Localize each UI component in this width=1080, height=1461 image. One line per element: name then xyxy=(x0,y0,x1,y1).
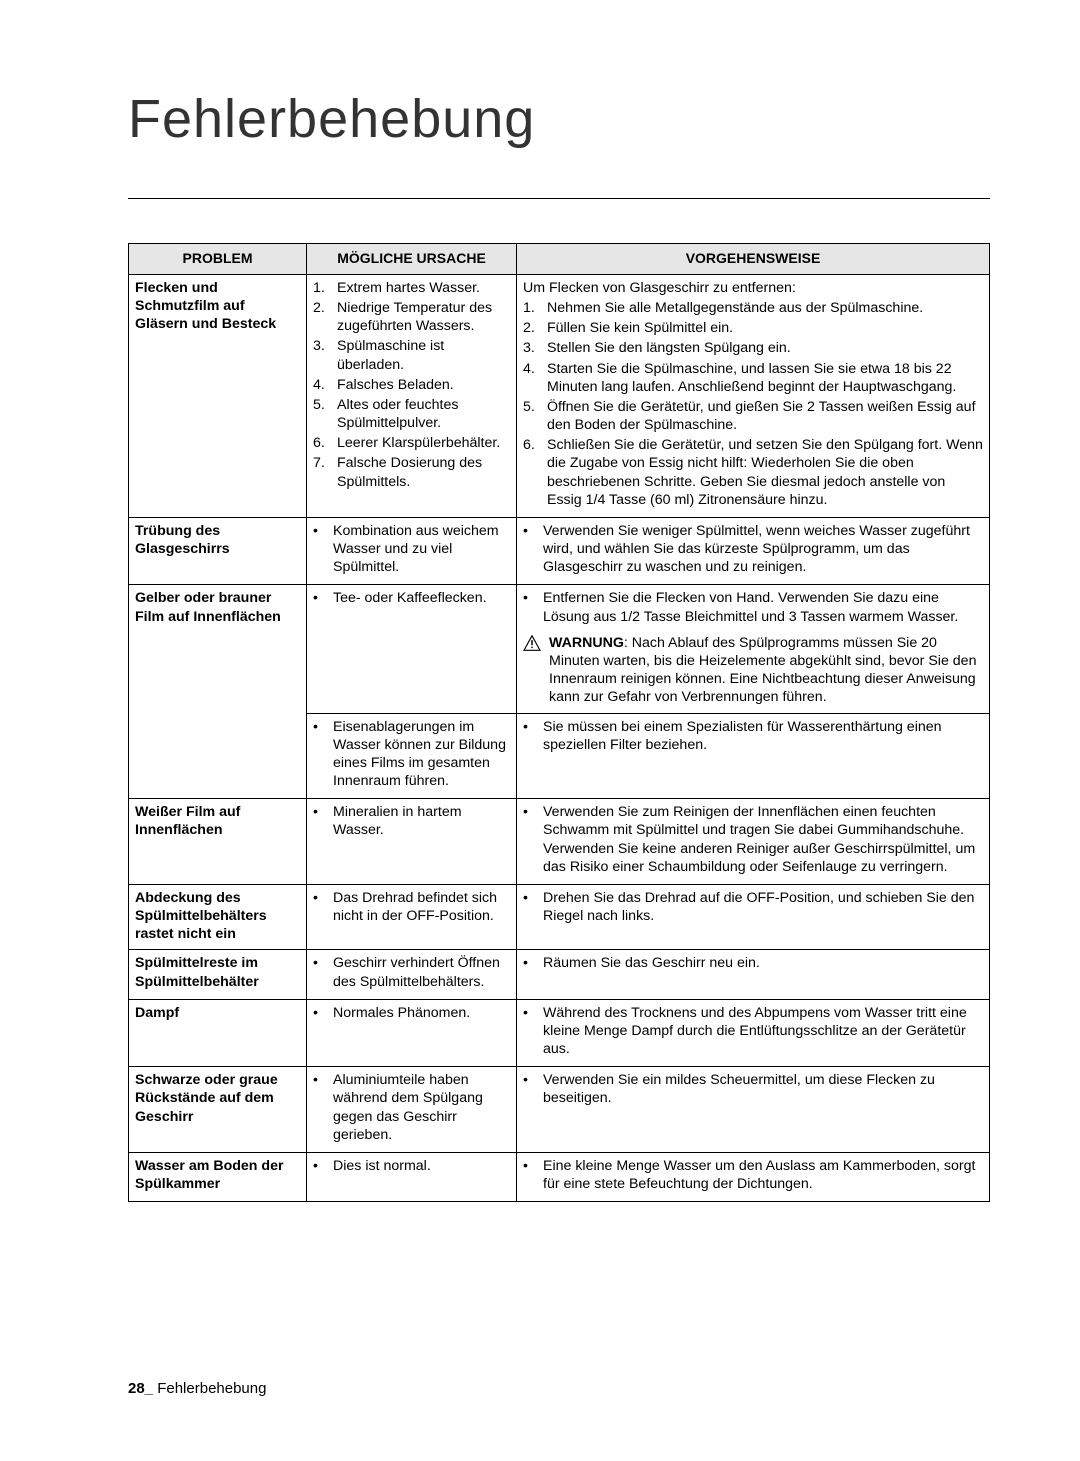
cause-cell: •Aluminiumteile haben während dem Spülga… xyxy=(307,1067,517,1153)
action-item: Verwenden Sie ein mildes Scheuermittel, … xyxy=(543,1071,983,1107)
action-cell: •Verwenden Sie weniger Spülmittel, wenn … xyxy=(517,517,990,585)
action-item: Verwenden Sie weniger Spülmittel, wenn w… xyxy=(543,522,983,577)
problem-cell: Wasser am Boden der Spülkammer xyxy=(129,1152,307,1201)
problem-cell: Gelber oder brauner Film auf Innenfläche… xyxy=(129,585,307,799)
action-item: Nehmen Sie alle Metallgegenstände aus de… xyxy=(547,299,923,317)
table-row: Dampf •Normales Phänomen. •Während des T… xyxy=(129,999,990,1067)
action-cell: •Verwenden Sie ein mildes Scheuermittel,… xyxy=(517,1067,990,1153)
page-title: Fehlerbehebung xyxy=(128,88,535,154)
action-cell: •Drehen Sie das Drehrad auf die OFF-Posi… xyxy=(517,884,990,950)
table-row: Gelber oder brauner Film auf Innenfläche… xyxy=(129,585,990,713)
col-header-cause: MÖGLICHE URSACHE xyxy=(307,244,517,275)
page-footer: 28_ Fehlerbehebung xyxy=(128,1380,266,1397)
action-cell: •Während des Trocknens und des Abpumpens… xyxy=(517,999,990,1067)
table-row: Trübung des Glasgeschirrs •Kombination a… xyxy=(129,517,990,585)
cause-item: Leerer Klarspülerbehälter. xyxy=(337,434,500,452)
action-item: Schließen Sie die Gerätetür, und setzen … xyxy=(547,436,983,509)
table-row: Abdeckung des Spülmittelbehälters rastet… xyxy=(129,884,990,950)
cause-item: Eisenablagerungen im Wasser können zur B… xyxy=(333,718,510,791)
cause-item: Altes oder feuchtes Spülmittelpulver. xyxy=(337,396,510,432)
problem-cell: Weißer Film auf Innenflächen xyxy=(129,799,307,885)
action-lead: Um Flecken von Glasgeschirr zu entfernen… xyxy=(523,279,983,297)
action-item: Sie müssen bei einem Spezialisten für Wa… xyxy=(543,718,983,754)
cause-item: Geschirr verhindert Öffnen des Spülmitte… xyxy=(333,954,510,990)
cause-item: Extrem hartes Wasser. xyxy=(337,279,480,297)
table-row: Spülmittelreste im Spülmittelbehälter •G… xyxy=(129,950,990,999)
cause-cell: •Normales Phänomen. xyxy=(307,999,517,1067)
col-header-problem: PROBLEM xyxy=(129,244,307,275)
problem-cell: Dampf xyxy=(129,999,307,1067)
action-item: Drehen Sie das Drehrad auf die OFF-Posit… xyxy=(543,889,983,925)
footer-section: Fehlerbehebung xyxy=(157,1380,266,1397)
cause-item: Dies ist normal. xyxy=(333,1157,431,1175)
cause-item: Niedrige Temperatur des zugeführten Wass… xyxy=(337,299,510,335)
troubleshooting-table: PROBLEM MÖGLICHE URSACHE VORGEHENSWEISE … xyxy=(128,243,990,1202)
page-title-row: Fehlerbehebung xyxy=(128,88,990,199)
cause-cell: •Eisenablagerungen im Wasser können zur … xyxy=(307,713,517,799)
action-cell: •Sie müssen bei einem Spezialisten für W… xyxy=(517,713,990,799)
action-item: Stellen Sie den längsten Spülgang ein. xyxy=(547,339,791,357)
cause-cell: •Mineralien in hartem Wasser. xyxy=(307,799,517,885)
cause-item: Aluminiumteile haben während dem Spülgan… xyxy=(333,1071,510,1144)
action-cell: Um Flecken von Glasgeschirr zu entfernen… xyxy=(517,274,990,517)
cause-cell: •Kombination aus weichem Wasser und zu v… xyxy=(307,517,517,585)
action-item: Füllen Sie kein Spülmittel ein. xyxy=(547,319,733,337)
page-number: 28_ xyxy=(128,1380,153,1397)
problem-cell: Abdeckung des Spülmittelbehälters rastet… xyxy=(129,884,307,950)
warning-block: WARNUNG: Nach Ablauf des Spülprogramms m… xyxy=(523,634,983,707)
action-item: Räumen Sie das Geschirr neu ein. xyxy=(543,954,760,972)
problem-cell: Trübung des Glasgeschirrs xyxy=(129,517,307,585)
action-item: Entfernen Sie die Flecken von Hand. Verw… xyxy=(543,589,983,625)
table-row: Schwarze oder graue Rückstände auf dem G… xyxy=(129,1067,990,1153)
cause-item: Das Drehrad befindet sich nicht in der O… xyxy=(333,889,510,925)
action-cell: •Verwenden Sie zum Reinigen der Innenflä… xyxy=(517,799,990,885)
cause-cell: •Tee- oder Kaffeeflecken. xyxy=(307,585,517,713)
table-row: Weißer Film auf Innenflächen •Mineralien… xyxy=(129,799,990,885)
action-item: Während des Trocknens und des Abpumpens … xyxy=(543,1004,983,1059)
table-row: Wasser am Boden der Spülkammer •Dies ist… xyxy=(129,1152,990,1201)
cause-item: Spülmaschine ist überladen. xyxy=(337,337,510,373)
problem-cell: Spülmittelreste im Spülmittelbehälter xyxy=(129,950,307,999)
problem-cell: Flecken und Schmutzfilm auf Gläsern und … xyxy=(129,274,307,517)
cause-item: Tee- oder Kaffeeflecken. xyxy=(333,589,487,607)
cause-cell: •Geschirr verhindert Öffnen des Spülmitt… xyxy=(307,950,517,999)
warning-icon xyxy=(523,634,541,707)
cause-item: Normales Phänomen. xyxy=(333,1004,470,1022)
cause-cell: 1.Extrem hartes Wasser. 2.Niedrige Tempe… xyxy=(307,274,517,517)
col-header-action: VORGEHENSWEISE xyxy=(517,244,990,275)
cause-item: Kombination aus weichem Wasser und zu vi… xyxy=(333,522,510,577)
action-item: Starten Sie die Spülmaschine, und lassen… xyxy=(547,360,983,396)
action-cell: •Eine kleine Menge Wasser um den Auslass… xyxy=(517,1152,990,1201)
problem-cell: Schwarze oder graue Rückstände auf dem G… xyxy=(129,1067,307,1153)
action-item: Öffnen Sie die Gerätetür, und gießen Sie… xyxy=(547,398,983,434)
cause-item: Mineralien in hartem Wasser. xyxy=(333,803,510,839)
table-row: Flecken und Schmutzfilm auf Gläsern und … xyxy=(129,274,990,517)
cause-item: Falsches Beladen. xyxy=(337,376,454,394)
cause-cell: •Das Drehrad befindet sich nicht in der … xyxy=(307,884,517,950)
cause-cell: •Dies ist normal. xyxy=(307,1152,517,1201)
action-cell: •Entfernen Sie die Flecken von Hand. Ver… xyxy=(517,585,990,713)
action-item: Eine kleine Menge Wasser um den Auslass … xyxy=(543,1157,983,1193)
action-item: Verwenden Sie zum Reinigen der Innenfläc… xyxy=(543,803,983,876)
warning-text: WARNUNG: Nach Ablauf des Spülprogramms m… xyxy=(549,634,983,707)
cause-item: Falsche Dosierung des Spülmittels. xyxy=(337,454,510,490)
action-cell: •Räumen Sie das Geschirr neu ein. xyxy=(517,950,990,999)
